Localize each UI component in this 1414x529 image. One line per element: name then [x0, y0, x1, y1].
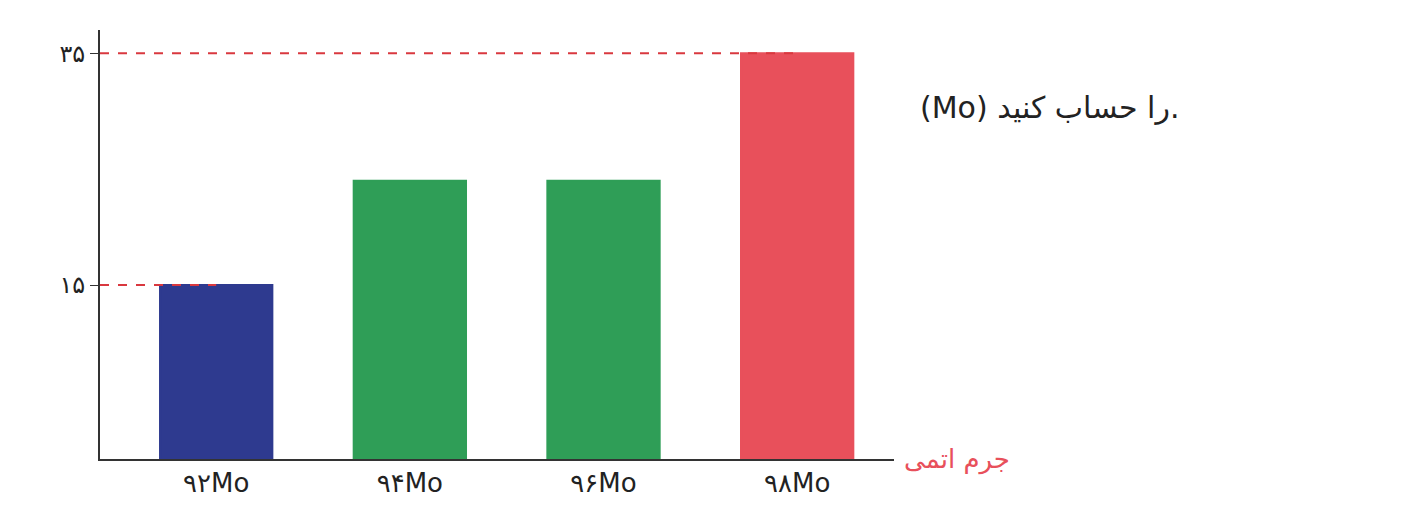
- svg-text:(Mo) را حساب کنید.: (Mo) را حساب کنید.: [920, 90, 1179, 125]
- svg-text:۹۶Mo: ۹۶Mo: [570, 468, 636, 498]
- svg-text:۳۵: ۳۵: [59, 40, 85, 68]
- svg-text:۹۴Mo: ۹۴Mo: [377, 468, 443, 498]
- svg-text:جرم اتمی: جرم اتمی: [904, 444, 1010, 475]
- svg-text:۹۸Mo: ۹۸Mo: [764, 468, 830, 498]
- svg-text:۱۵: ۱۵: [59, 271, 85, 299]
- svg-text:۹۲Mo: ۹۲Mo: [183, 468, 249, 498]
